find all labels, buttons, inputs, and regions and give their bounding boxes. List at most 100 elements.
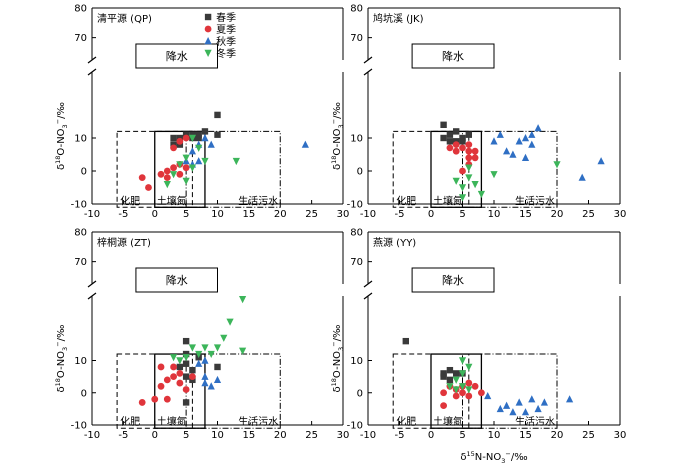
- rain-source-box: [411, 43, 495, 69]
- x-tick-label: 20: [274, 209, 287, 220]
- y-tick-label: 80: [350, 228, 363, 239]
- y-tick-label: 70: [350, 257, 363, 268]
- data-point: [214, 131, 221, 138]
- data-point: [207, 140, 215, 148]
- data-point: [145, 184, 152, 191]
- data-point: [213, 375, 222, 384]
- data-point: [182, 354, 190, 362]
- rain-source-box: [135, 267, 218, 293]
- data-point: [465, 392, 473, 400]
- y-tick-label: 80: [74, 4, 87, 15]
- sewage-source-label: 生活污水: [515, 194, 555, 207]
- x-tick-label: -5: [395, 430, 405, 441]
- x-tick-label: 20: [551, 430, 564, 441]
- axis-break-mark: [87, 68, 97, 76]
- y-tick-label: 10: [74, 134, 87, 145]
- x-tick-label: 15: [243, 430, 256, 441]
- data-point: [195, 350, 203, 359]
- x-tick-label: 0: [428, 209, 434, 220]
- y-tick-label: 0: [357, 167, 363, 178]
- data-point: [446, 131, 454, 138]
- data-point: [170, 144, 177, 152]
- data-point: [176, 137, 184, 145]
- y-tick-label: 70: [74, 257, 87, 268]
- data-point: [169, 354, 178, 362]
- data-point: [515, 398, 523, 406]
- data-point: [459, 138, 466, 145]
- data-point: [170, 164, 177, 172]
- y-tick-label: 0: [81, 388, 87, 399]
- data-point: [458, 357, 467, 365]
- data-point: [521, 134, 530, 142]
- soil-source-box: [154, 353, 206, 429]
- data-point: [182, 386, 190, 393]
- data-point: [182, 360, 190, 367]
- legend-label: 冬季: [216, 47, 236, 60]
- data-point: [459, 389, 466, 397]
- data-point: [465, 164, 473, 172]
- data-point: [528, 395, 536, 403]
- x-tick-label: 30: [337, 430, 350, 441]
- x-tick-label: 20: [274, 430, 287, 441]
- y-axis-label: δ18O-NO3−/‰: [54, 102, 69, 170]
- y-tick-label: 80: [350, 4, 363, 15]
- data-point: [239, 296, 247, 304]
- x-tick-label: 10: [211, 430, 224, 441]
- data-point: [521, 153, 530, 161]
- sewage-source-label: 生活污水: [238, 415, 278, 428]
- data-point: [195, 144, 203, 152]
- data-point: [163, 174, 171, 182]
- data-point: [528, 130, 536, 138]
- legend-marker: [204, 25, 212, 33]
- data-point: [195, 134, 202, 142]
- x-tick-label: -5: [395, 209, 405, 220]
- data-point: [182, 164, 190, 172]
- data-point: [402, 337, 409, 345]
- fertilizer-source-label: 化肥: [120, 194, 140, 207]
- data-point: [157, 363, 165, 371]
- data-point: [239, 347, 247, 355]
- x-tick-label: 5: [459, 430, 465, 441]
- data-point: [484, 391, 492, 400]
- data-point: [465, 174, 473, 182]
- legend-label: 春季: [216, 12, 236, 24]
- data-point: [465, 386, 473, 394]
- data-point: [509, 408, 517, 416]
- data-point: [496, 404, 504, 413]
- data-point: [188, 164, 196, 172]
- x-tick-label: 20: [551, 209, 564, 220]
- axis-break-mark: [363, 280, 373, 288]
- x-tick-label: 5: [459, 209, 465, 220]
- axis-break-mark: [363, 292, 373, 300]
- x-tick-label: 10: [488, 430, 501, 441]
- data-point: [189, 366, 196, 374]
- soil-source-label: 土壤氮: [433, 194, 463, 207]
- panel-title: 鸠坑溪 (JK): [373, 12, 424, 25]
- data-point: [169, 171, 178, 179]
- data-point: [440, 373, 447, 380]
- data-point: [534, 404, 542, 413]
- rain-source-label: 降水: [442, 49, 464, 63]
- y-tick-label: -10: [347, 421, 363, 432]
- data-point: [452, 177, 460, 185]
- x-tick-label: -10: [360, 430, 376, 441]
- x-tick-label: 15: [519, 209, 532, 220]
- x-tick-label: -5: [118, 430, 128, 441]
- data-point: [176, 161, 184, 169]
- data-point: [465, 154, 473, 162]
- soil-source-box: [154, 130, 206, 208]
- data-point: [534, 124, 542, 132]
- x-tick-label: 0: [152, 209, 158, 220]
- data-point: [226, 318, 234, 326]
- x-tick-label: 15: [243, 209, 256, 220]
- data-point: [195, 359, 203, 367]
- data-point: [503, 401, 511, 409]
- data-point: [170, 363, 177, 371]
- data-point: [201, 157, 209, 166]
- data-point: [440, 389, 447, 397]
- data-point: [553, 161, 561, 169]
- data-point: [452, 386, 460, 394]
- y-tick-label: 70: [350, 33, 363, 44]
- data-point: [157, 382, 165, 390]
